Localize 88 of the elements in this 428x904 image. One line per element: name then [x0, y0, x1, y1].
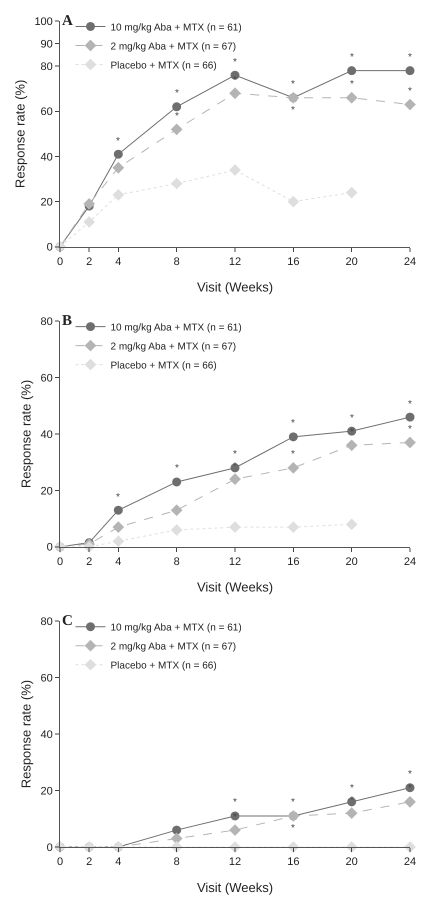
y-tick-label: 80 — [40, 61, 53, 73]
x-tick-label: 4 — [115, 556, 122, 568]
y-tick-label: 60 — [40, 106, 53, 118]
annotation: * — [291, 105, 295, 116]
annotation: * — [408, 399, 412, 410]
y-tick-label: 40 — [40, 728, 53, 741]
x-tick-label: 24 — [404, 856, 416, 868]
x-tick-label: 8 — [174, 556, 180, 568]
annotation: * — [350, 52, 354, 63]
x-tick-label: 12 — [228, 856, 242, 868]
annotation: * — [350, 413, 354, 424]
annotation: * — [233, 797, 237, 808]
x-tick-label: 16 — [287, 256, 300, 268]
legend-label: 10 mg/kg Aba + MTX (n = 61) — [110, 622, 242, 634]
x-tick-label: 24 — [404, 256, 416, 268]
annotation: * — [116, 492, 120, 503]
annotation: * — [291, 79, 295, 90]
annotation: * — [408, 783, 412, 794]
annotation: * — [408, 86, 412, 97]
x-tick-label: 20 — [346, 256, 358, 268]
annotation: * — [350, 79, 354, 90]
legend-label: 10 mg/kg Aba + MTX (n = 61) — [110, 22, 242, 34]
x-tick-label: 8 — [174, 256, 180, 268]
annotation: * — [291, 449, 295, 460]
x-axis-title: Visit (Weeks) — [196, 580, 274, 595]
x-tick-label: 2 — [86, 856, 92, 868]
annotation: * — [116, 136, 120, 147]
x-axis-title: Visit (Weeks) — [196, 880, 274, 895]
y-axis-title: Response rate (%) — [18, 380, 34, 488]
annotation: * — [233, 57, 237, 68]
annotation: * — [175, 111, 179, 122]
legend-label: 10 mg/kg Aba + MTX (n = 61) — [110, 322, 242, 334]
x-tick-label: 12 — [228, 556, 242, 568]
chart-title: A — [62, 13, 73, 29]
x-tick-label: 12 — [228, 256, 242, 268]
x-tick-label: 20 — [346, 556, 358, 568]
annotation: * — [233, 75, 237, 86]
legend-label: Placebo + MTX (n = 66) — [110, 60, 217, 72]
annotation: * — [291, 797, 295, 808]
x-tick-label: 16 — [287, 556, 300, 568]
x-tick-label: 8 — [174, 856, 180, 868]
y-tick-label: 20 — [40, 485, 53, 498]
y-tick-label: 20 — [40, 196, 53, 208]
legend-label: Placebo + MTX (n = 66) — [110, 360, 217, 372]
chart-title: C — [62, 613, 73, 629]
y-tick-label: 80 — [40, 316, 53, 328]
y-tick-label: 0 — [46, 842, 53, 854]
annotation: * — [408, 52, 412, 63]
y-tick-label: 40 — [40, 151, 53, 164]
y-tick-label: 60 — [40, 372, 53, 384]
legend-label: 2 mg/kg Aba + MTX (n = 67) — [110, 41, 236, 52]
annotation: * — [408, 769, 412, 780]
y-tick-label: 40 — [40, 428, 53, 441]
annotation: * — [291, 823, 295, 834]
x-tick-label: 0 — [56, 256, 64, 268]
x-tick-label: 20 — [346, 856, 358, 868]
x-tick-label: 2 — [86, 256, 92, 268]
y-tick-label: 20 — [40, 785, 53, 798]
chart-title: B — [62, 313, 72, 329]
annotation: * — [291, 418, 295, 429]
annotation: * — [175, 463, 179, 474]
y-tick-label: 90 — [40, 38, 53, 50]
legend-label: 2 mg/kg Aba + MTX (n = 67) — [110, 642, 236, 653]
annotation: * — [175, 88, 179, 99]
x-tick-label: 4 — [115, 256, 122, 268]
x-axis-title: Visit (Weeks) — [196, 280, 274, 295]
x-tick-label: 0 — [56, 556, 64, 568]
annotation: * — [233, 812, 237, 823]
y-axis-title: Response rate (%) — [12, 80, 28, 188]
y-tick-label: 80 — [40, 616, 53, 628]
annotation: * — [350, 427, 354, 438]
y-tick-label: 100 — [34, 16, 53, 28]
annotation: * — [350, 795, 354, 806]
x-tick-label: 24 — [404, 556, 416, 568]
legend-label: 2 mg/kg Aba + MTX (n = 67) — [110, 341, 236, 352]
x-tick-label: 0 — [56, 856, 64, 868]
annotation: * — [233, 449, 237, 460]
x-tick-label: 2 — [86, 556, 92, 568]
annotation: * — [350, 783, 354, 794]
x-tick-label: 4 — [115, 856, 122, 868]
annotation: * — [233, 461, 237, 472]
y-tick-label: 0 — [46, 542, 53, 554]
annotation: * — [408, 424, 412, 435]
y-tick-label: 0 — [46, 242, 53, 254]
x-tick-label: 16 — [287, 856, 300, 868]
legend-label: Placebo + MTX (n = 66) — [110, 660, 217, 672]
y-tick-label: 60 — [40, 672, 53, 685]
y-axis-title: Response rate (%) — [18, 680, 34, 788]
